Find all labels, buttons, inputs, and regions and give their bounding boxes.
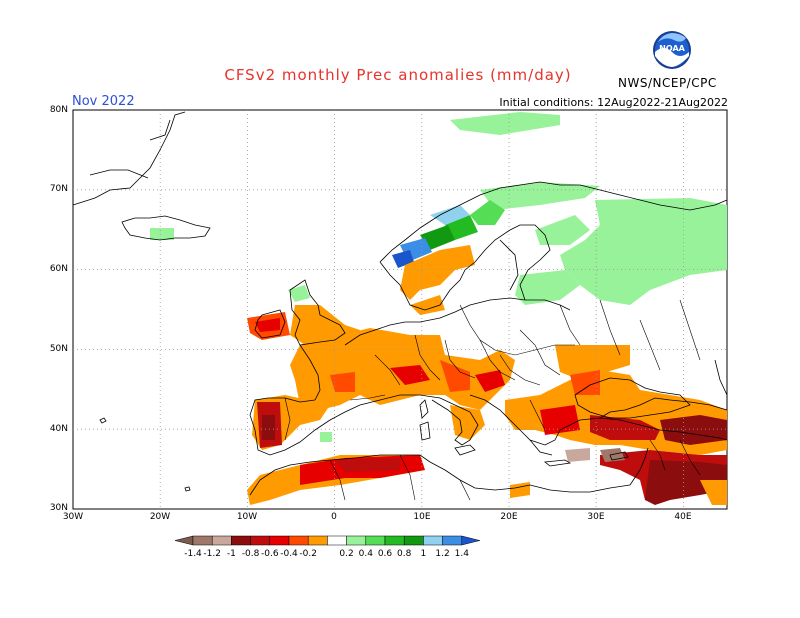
legend-arrow-low	[174, 535, 194, 546]
lon-label-10w: 10W	[236, 512, 258, 522]
legend-swatch	[365, 535, 386, 546]
legend-label: -0.4	[280, 549, 298, 559]
lon-label-20e: 20E	[500, 512, 518, 522]
legend-swatch	[346, 535, 367, 546]
legend-swatch	[307, 535, 328, 546]
lon-label-30e: 30E	[587, 512, 605, 522]
legend-swatch	[192, 535, 213, 546]
legend-label: -0.8	[242, 549, 260, 559]
legend-swatch	[327, 535, 347, 546]
lat-label-70n: 70N	[49, 184, 68, 194]
legend-label: 0.6	[378, 549, 393, 559]
legend-swatch	[250, 535, 271, 546]
legend-arrow-high	[461, 535, 480, 546]
lon-label-20w: 20W	[149, 512, 171, 522]
legend-label: 0.8	[397, 549, 412, 559]
country-borders	[284, 299, 701, 501]
forecast-month: Nov 2022	[72, 94, 135, 109]
legend-label: 0.2	[339, 549, 353, 559]
lat-label-30n: 30N	[49, 503, 68, 513]
legend-swatch	[211, 535, 232, 546]
legend-label: -1	[227, 549, 236, 559]
lat-label-50n: 50N	[49, 344, 68, 354]
coastlines	[72, 111, 728, 496]
map-title: CFSv2 monthly Prec anomalies (mm/day)	[224, 66, 572, 84]
lon-label-40e: 40E	[674, 512, 692, 522]
agency-label: NWS/NCEP/CPC	[618, 76, 717, 90]
legend-swatch	[269, 535, 290, 546]
lon-label-0: 0	[331, 512, 337, 522]
legend-label: 1.4	[455, 549, 470, 559]
lon-label-10e: 10E	[413, 512, 431, 522]
legend-swatch	[384, 535, 405, 546]
legend-swatch	[231, 535, 251, 546]
legend-label: 1.2	[435, 549, 449, 559]
svg-text:NOAA: NOAA	[659, 44, 685, 53]
legend-swatch	[403, 535, 424, 546]
lon-label-30w: 30W	[62, 512, 84, 522]
legend-swatch	[423, 535, 443, 546]
initial-conditions: Initial conditions: 12Aug2022-21Aug2022	[499, 96, 728, 109]
legend-swatch	[442, 535, 463, 546]
legend-label: -1.2	[203, 549, 221, 559]
lat-label-80n: 80N	[49, 105, 68, 115]
anomaly-shading	[150, 112, 727, 505]
legend-label: 1	[421, 549, 427, 559]
noaa-logo-icon: NOAA	[653, 31, 691, 69]
legend-label: -0.2	[299, 549, 317, 559]
legend-label: -0.6	[261, 549, 279, 559]
legend-label: 0.4	[359, 549, 374, 559]
lat-label-60n: 60N	[49, 264, 68, 274]
legend-swatch	[288, 535, 309, 546]
lat-label-40n: 40N	[49, 424, 68, 434]
legend-label: -1.4	[184, 549, 202, 559]
